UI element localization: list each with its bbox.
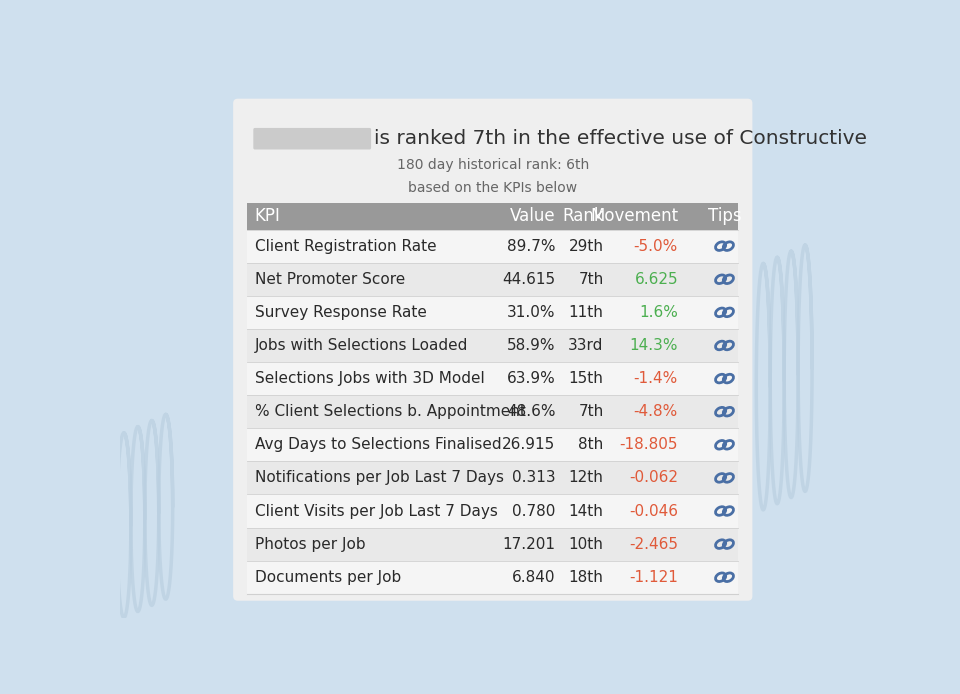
- Text: -1.4%: -1.4%: [634, 371, 678, 386]
- Text: 33rd: 33rd: [568, 338, 604, 353]
- Text: Avg Days to Selections Finalised: Avg Days to Selections Finalised: [254, 437, 501, 452]
- Text: 44.615: 44.615: [502, 272, 556, 287]
- Text: -0.062: -0.062: [629, 471, 678, 485]
- Text: Movement: Movement: [589, 208, 678, 226]
- Text: 6.840: 6.840: [512, 570, 556, 585]
- Text: 11th: 11th: [568, 305, 604, 320]
- Text: Notifications per Job Last 7 Days: Notifications per Job Last 7 Days: [254, 471, 504, 485]
- Text: 26.915: 26.915: [502, 437, 556, 452]
- Text: Value: Value: [510, 208, 556, 226]
- FancyBboxPatch shape: [247, 296, 738, 329]
- Text: 14th: 14th: [568, 504, 604, 518]
- Text: 0.313: 0.313: [512, 471, 556, 485]
- Text: 10th: 10th: [568, 536, 604, 552]
- Text: KPI: KPI: [254, 208, 280, 226]
- Text: 1.6%: 1.6%: [639, 305, 678, 320]
- Text: Net Promoter Score: Net Promoter Score: [254, 272, 405, 287]
- FancyBboxPatch shape: [247, 395, 738, 428]
- FancyBboxPatch shape: [247, 561, 738, 594]
- FancyBboxPatch shape: [247, 527, 738, 561]
- Text: -2.465: -2.465: [629, 536, 678, 552]
- Text: -1.121: -1.121: [629, 570, 678, 585]
- Text: 17.201: 17.201: [502, 536, 556, 552]
- Text: 14.3%: 14.3%: [630, 338, 678, 353]
- Text: 89.7%: 89.7%: [507, 239, 556, 253]
- FancyBboxPatch shape: [253, 128, 372, 149]
- Text: 48.6%: 48.6%: [507, 404, 556, 419]
- Text: 180 day historical rank: 6th: 180 day historical rank: 6th: [396, 158, 588, 172]
- Text: 6.625: 6.625: [635, 272, 678, 287]
- Text: is ranked 7th in the effective use of Constructive: is ranked 7th in the effective use of Co…: [374, 129, 867, 149]
- Text: 58.9%: 58.9%: [507, 338, 556, 353]
- Text: based on the KPIs below: based on the KPIs below: [408, 181, 577, 195]
- Text: Photos per Job: Photos per Job: [254, 536, 366, 552]
- Text: -18.805: -18.805: [619, 437, 678, 452]
- FancyBboxPatch shape: [247, 362, 738, 395]
- Text: Survey Response Rate: Survey Response Rate: [254, 305, 427, 320]
- Text: 0.780: 0.780: [513, 504, 556, 518]
- Text: Client Registration Rate: Client Registration Rate: [254, 239, 437, 253]
- FancyBboxPatch shape: [247, 462, 738, 494]
- Text: Tips: Tips: [708, 208, 741, 226]
- FancyBboxPatch shape: [247, 428, 738, 462]
- FancyBboxPatch shape: [233, 99, 753, 601]
- FancyBboxPatch shape: [247, 329, 738, 362]
- Text: % Client Selections b. Appointment: % Client Selections b. Appointment: [254, 404, 526, 419]
- Text: 8th: 8th: [578, 437, 604, 452]
- Text: 7th: 7th: [578, 272, 604, 287]
- FancyBboxPatch shape: [247, 263, 738, 296]
- Text: Documents per Job: Documents per Job: [254, 570, 401, 585]
- Text: -5.0%: -5.0%: [634, 239, 678, 253]
- Text: Jobs with Selections Loaded: Jobs with Selections Loaded: [254, 338, 468, 353]
- Text: 31.0%: 31.0%: [507, 305, 556, 320]
- Text: 63.9%: 63.9%: [507, 371, 556, 386]
- Text: Client Visits per Job Last 7 Days: Client Visits per Job Last 7 Days: [254, 504, 497, 518]
- Text: -0.046: -0.046: [629, 504, 678, 518]
- Text: Selections Jobs with 3D Model: Selections Jobs with 3D Model: [254, 371, 485, 386]
- Text: 18th: 18th: [568, 570, 604, 585]
- FancyBboxPatch shape: [247, 203, 738, 230]
- Text: 7th: 7th: [578, 404, 604, 419]
- Text: 12th: 12th: [568, 471, 604, 485]
- Text: 29th: 29th: [568, 239, 604, 253]
- FancyBboxPatch shape: [247, 230, 738, 263]
- Text: 15th: 15th: [568, 371, 604, 386]
- FancyBboxPatch shape: [247, 494, 738, 527]
- Text: -4.8%: -4.8%: [634, 404, 678, 419]
- Text: Rank: Rank: [562, 208, 604, 226]
